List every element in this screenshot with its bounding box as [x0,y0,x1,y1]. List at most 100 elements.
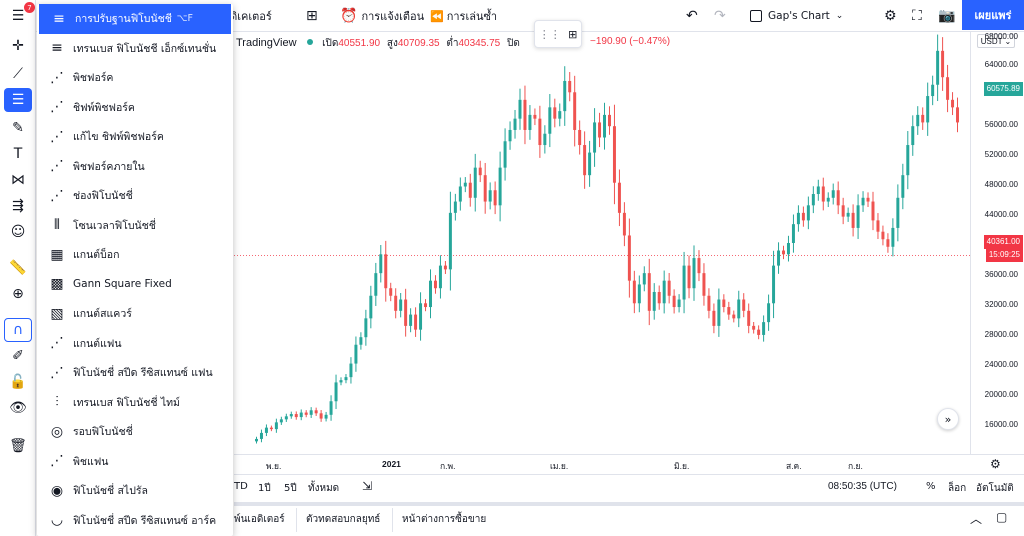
trend-line-icon[interactable]: ⟋ [13,66,23,82]
tab-trading-panel[interactable]: หน้าต่างการซื้อขาย [402,514,487,525]
brush-icon[interactable]: ✎ [12,120,24,136]
candle-body [931,84,935,97]
camera-icon[interactable]: 📷 [938,8,956,24]
eye-icon[interactable]: 👁 [9,400,27,416]
time-tick-label: พ.ย. [266,461,282,471]
fullscreen-icon[interactable]: ⛶ [912,8,922,24]
candle [399,293,403,318]
menu-item-18[interactable]: ◡ ฟิโบนัชชี่ สปีด รีซิสแทนซ์ อาร์ค [37,506,233,536]
price-axis[interactable]: USDT ⌄ 68000.00 64000.00 56000.00 52000.00 48… [970,32,1024,454]
drag-handle-icon[interactable]: ⋮⋮ [538,27,561,41]
candle-body [374,273,378,296]
candle-body [747,310,751,326]
candle [911,115,915,156]
menu-item-3[interactable]: ⋰ พิชฟอร์ค [37,63,233,93]
candle-body [583,145,587,176]
low-label: ต่ำ [446,38,459,49]
pattern-icon[interactable]: ⋈ [11,172,25,188]
undo-icon[interactable]: ↶ [686,8,698,24]
text-tool-icon[interactable]: T [13,146,23,162]
auto-toggle[interactable]: อัตโนมัติ [976,483,1014,494]
menu-item-16[interactable]: ⋰ พิชแฟน [37,447,233,477]
candle [558,103,562,127]
templates-grid-icon[interactable]: ⊞ [306,8,318,24]
crosshair-icon[interactable]: ✛ [12,38,24,54]
candle-body [279,419,283,423]
menu-item-7[interactable]: ⋰ ช่องฟิโบนัชชี่ [37,181,233,211]
candle-body [424,303,428,308]
menu-item-12[interactable]: ⋰ แกนต์แฟน [37,329,233,359]
candle-body [508,129,512,142]
menu-icon[interactable]: ☰ [11,8,25,24]
time-tick-label: เม.ย. [550,461,569,471]
currency-selector[interactable]: USDT ⌄ [977,34,1015,48]
menu-item-17[interactable]: ◉ ฟิโบนัชชี่ สไปรัล [37,476,233,506]
candle [508,121,512,150]
goto-date-icon[interactable]: ⇲ [362,479,373,493]
chart-pane[interactable] [234,32,970,454]
menu-item-1[interactable]: ≡ การปรับฐานฟิโบนัชชี ⌥F [39,4,231,34]
menu-item-2[interactable]: ≡ เทรนเบส ฟิโบนัชชี เอ็กซ์เทนชั่น [37,34,233,64]
log-toggle[interactable]: ล็อก [948,483,967,494]
trash-icon[interactable]: 🗑 [9,438,27,454]
range-all[interactable]: ทั้งหมด [308,483,340,494]
range-1y[interactable]: 1ปี [258,483,271,494]
zoom-in-icon[interactable]: ⊕ [12,286,24,302]
axis-settings-gear-icon[interactable]: ⚙ [990,457,1001,471]
tab-strategy-tester[interactable]: ตัวทดสอบกลยุทธ์ [306,514,381,525]
chevron-up-icon[interactable]: ︿ [970,512,983,526]
publish-button[interactable]: เผยแพร่ [962,0,1024,30]
layout-button[interactable]: Gap's Chart ⌄ [750,0,843,32]
replay-button[interactable]: ⏪ การเล่นซ้ำ [430,0,497,32]
candle [722,294,726,313]
percent-toggle[interactable]: % [926,481,936,492]
candlestick-chart[interactable] [234,32,970,454]
range-ytd[interactable]: TD [234,481,248,492]
alerts-button[interactable]: ⏰ การแจ้งเตือน [340,0,424,32]
fib-tools-icon[interactable]: ☰ [4,88,32,112]
menu-item-13[interactable]: ⋰ ฟิโบนัชชี่ สปีด รีซิสแทนซ์ แฟน [37,358,233,388]
candle-body [836,190,840,206]
gann-square-icon: ▧ [50,305,64,322]
candle [831,183,835,205]
candle [886,233,890,253]
stay-in-drawing-icon[interactable]: ✐ [12,348,24,364]
currency-label: USDT [980,36,1003,46]
emoji-icon[interactable]: ☺ [10,224,26,240]
menu-item-10[interactable]: ▩ Gann Square Fixed [37,270,233,300]
magnet-icon[interactable]: ∩ [4,318,32,342]
candle-body [274,422,278,430]
menu-item-15[interactable]: ◎ รอบฟิโบนัชชี่ [37,417,233,447]
candle-body [563,80,567,112]
menu-item-11[interactable]: ▧ แกนต์สแควร์ [37,299,233,329]
prediction-icon[interactable]: ⇶ [12,198,24,214]
candle-body [404,299,408,326]
candle [851,204,855,237]
redo-icon[interactable]: ↷ [714,8,726,24]
clock-timezone[interactable]: 08:50:35 (UTC) [828,481,897,492]
candle [518,88,522,130]
menu-item-6[interactable]: ⋰ พิชฟอร์คภายใน [37,152,233,182]
menu-item-5[interactable]: ⋰ แก้ไข ชิฟพ์พิชฟอร์ค [37,122,233,152]
tab-pine-editor[interactable]: พ์นเอดิเตอร์ [234,514,285,525]
candle-body [762,322,766,335]
candle-body [314,410,318,414]
maximize-panel-icon[interactable]: ▢ [996,510,1008,524]
menu-item-4[interactable]: ⋰ ชิฟพ์พิชฟอร์ค [37,93,233,123]
add-object-icon[interactable]: ⊞ [568,27,578,41]
candle-body [588,152,592,176]
candle-body [429,280,432,308]
range-5y[interactable]: 5ปี [284,483,297,494]
floating-drawing-widget[interactable]: ⋮⋮ ⊞ [534,20,582,48]
menu-item-8[interactable]: ⫴ โซนเวลาฟิโบนัชชี่ [37,211,233,241]
candle-body [483,175,487,202]
scroll-to-realtime-button[interactable]: » [937,408,959,430]
lock-icon[interactable]: 🔓 [9,374,27,390]
settings-gear-icon[interactable]: ⚙ [884,8,897,24]
time-axis[interactable]: พ.ย. 2021 ก.พ. เม.ย. มิ.ย. ส.ค. ก.ย. ⚙ [234,454,1024,474]
menu-item-14[interactable]: ⫶ เทรนเบส ฟิโบนัชชี่ ไทม์ [37,388,233,418]
candle-body [752,325,756,330]
ruler-icon[interactable]: 📏 [9,260,27,276]
menu-item-9[interactable]: ▦ แกนต์บ็อก [37,240,233,270]
candle [254,436,258,444]
